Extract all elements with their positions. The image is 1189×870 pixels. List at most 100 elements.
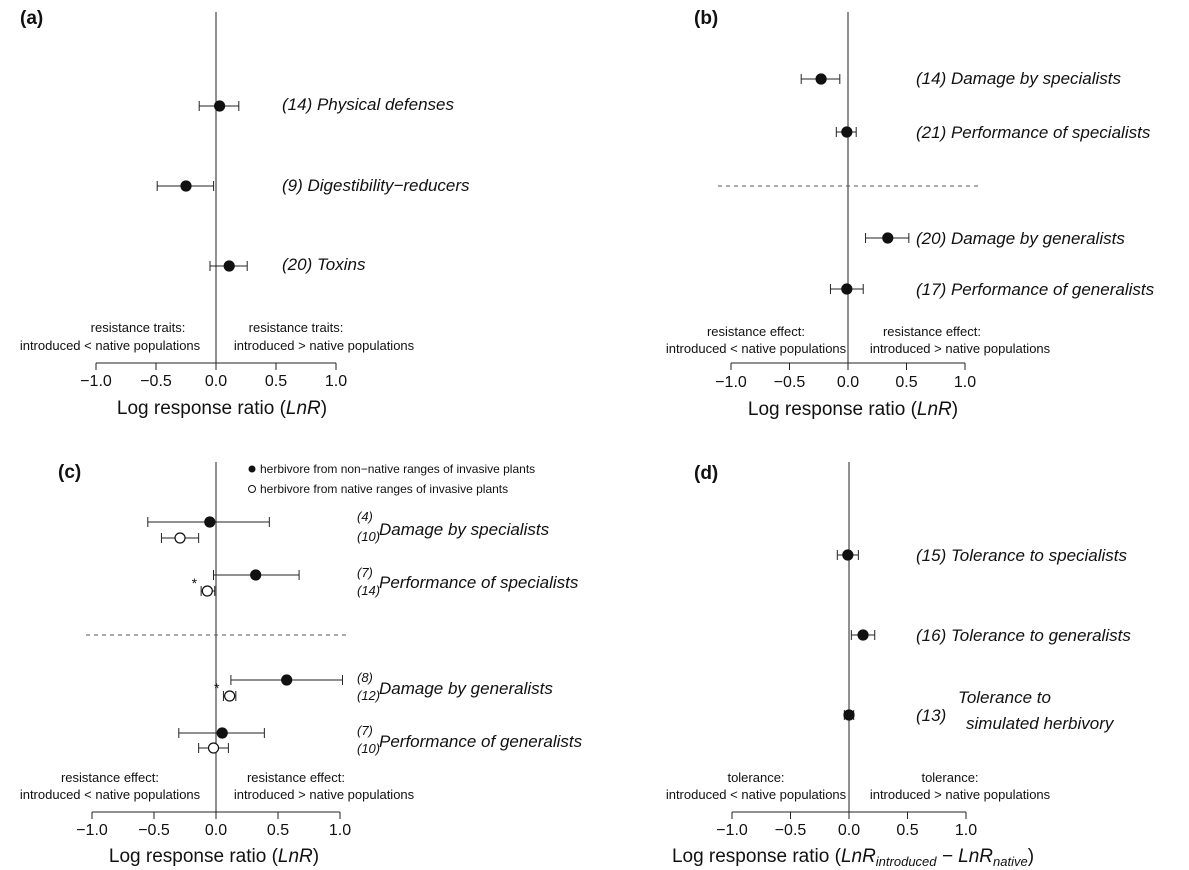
panel-b-x-axis-title: Log response ratio (LnR) xyxy=(748,399,958,420)
panel-c-group-4-nonnative-point xyxy=(216,727,228,739)
panel-c-label-damage-specialists: Damage by specialists xyxy=(379,520,550,539)
panel-b-tick-label-0: −1.0 xyxy=(715,374,747,391)
panel-c-group-2-nonnative-point xyxy=(250,569,262,581)
panel-b: (b) (14) Damage by specialists (21) Perf… xyxy=(666,8,1155,420)
panel-d-tick-label-2: 0.0 xyxy=(838,822,860,839)
panel-c-x-axis: −1.0 −0.5 0.0 0.5 1.0 xyxy=(76,811,351,839)
panel-b-tick-label-4: 1.0 xyxy=(954,374,976,391)
panel-b-label-damage-generalists: (20) Damage by generalists xyxy=(916,229,1125,248)
panel-d-x-axis: −1.0 −0.5 0.0 0.5 1.0 xyxy=(716,811,977,839)
panel-d-tick-label-4: 1.0 xyxy=(955,822,977,839)
panel-d-row-3-point xyxy=(843,709,855,721)
panel-a-label: (a) xyxy=(20,8,43,29)
panel-a-label-toxins: (20) Toxins xyxy=(282,255,366,274)
panel-c-label: (c) xyxy=(58,462,81,483)
panel-b-label-damage-specialists: (14) Damage by specialists xyxy=(916,69,1122,88)
panel-c-legend-open-marker xyxy=(248,485,256,493)
panel-c-tick-label-0: −1.0 xyxy=(76,822,108,839)
panel-a-left-note-line2: introduced < native populations xyxy=(20,338,201,353)
panel-b-row-2-point xyxy=(841,126,853,138)
panel-a-marks xyxy=(156,100,248,272)
panel-c-label-performance-specialists: Performance of specialists xyxy=(379,573,579,592)
panel-c-legend-open-text: herbivore from native ranges of invasive… xyxy=(260,482,508,496)
panel-c-n-filled-1: (4) xyxy=(357,509,373,524)
panel-c-group-3-nonnative-point xyxy=(281,674,293,686)
panel-b-tick-label-2: 0.0 xyxy=(837,374,859,391)
panel-c-tick-label-2: 0.0 xyxy=(205,822,227,839)
panel-d-row-1-point xyxy=(842,549,854,561)
panel-c-left-note-line2: introduced < native populations xyxy=(20,787,201,802)
panel-d-label-n-simulated: (13) xyxy=(916,706,946,725)
panel-c-group-3-native-point xyxy=(224,690,236,702)
panel-a-x-axis: −1.0 −0.5 0.0 0.5 1.0 xyxy=(80,362,347,390)
panel-c-tick-label-1: −0.5 xyxy=(138,822,170,839)
panel-c-right-note-line1: resistance effect: xyxy=(247,770,345,785)
panel-a-label-physical-defenses: (14) Physical defenses xyxy=(282,95,454,114)
panel-b-row-1-point xyxy=(815,73,827,85)
panel-c-n-filled-2: (7) xyxy=(357,565,373,580)
panel-c-label-performance-generalists: Performance of generalists xyxy=(379,732,583,751)
panel-a-row-2-point xyxy=(180,180,192,192)
panel-c-group-4-native-point xyxy=(207,742,220,754)
panel-d-label-simulated-line1: Tolerance to xyxy=(958,688,1051,707)
panel-b-label-performance-specialists: (21) Performance of specialists xyxy=(916,123,1151,142)
panel-d: (d) (15) Tolerance to specialists (16) T… xyxy=(666,462,1131,869)
panel-a-x-axis-title: Log response ratio (LnR) xyxy=(117,398,327,419)
panel-c: (c) herbivore from non−native ranges of … xyxy=(20,462,583,867)
panel-d-label-tolerance-specialists: (15) Tolerance to specialists xyxy=(916,546,1128,565)
panel-b-tick-label-1: −0.5 xyxy=(774,374,806,391)
panel-c-marks: ** xyxy=(147,516,343,754)
panel-d-tick-label-0: −1.0 xyxy=(716,822,748,839)
panel-c-left-note-line1: resistance effect: xyxy=(61,770,159,785)
panel-b-label-performance-generalists: (17) Performance of generalists xyxy=(916,280,1155,299)
panel-d-row-2-point xyxy=(857,629,869,641)
panel-b-row-3-point xyxy=(882,232,894,244)
panel-b-marks xyxy=(800,73,910,295)
panel-b-left-note-line1: resistance effect: xyxy=(707,324,805,339)
panel-c-label-damage-generalists: Damage by generalists xyxy=(379,679,553,698)
panel-b-right-note-line1: resistance effect: xyxy=(883,324,981,339)
panel-c-group-3-significance-star: * xyxy=(214,680,220,696)
panel-a-tick-label-2: 0.0 xyxy=(205,373,227,390)
panel-c-tick-label-4: 1.0 xyxy=(329,822,351,839)
panel-c-n-open-4: (10) xyxy=(357,741,380,756)
panel-d-right-note-line2: introduced > native populations xyxy=(870,787,1051,802)
panel-a-right-note-line1: resistance traits: xyxy=(249,320,344,335)
panel-c-tick-label-3: 0.5 xyxy=(267,822,289,839)
panel-c-group-1-nonnative-point xyxy=(204,516,216,528)
panel-c-legend-filled-text: herbivore from non−native ranges of inva… xyxy=(260,462,535,476)
panel-a-tick-label-1: −0.5 xyxy=(140,373,172,390)
panel-d-left-note-line1: tolerance: xyxy=(727,770,784,785)
panel-a: (a) (14) Physical defenses (9) Digestibi… xyxy=(20,8,470,419)
panel-a-left-note-line1: resistance traits: xyxy=(91,320,186,335)
panel-b-row-4-point xyxy=(841,283,853,295)
panel-b-left-note-line2: introduced < native populations xyxy=(666,341,847,356)
panel-c-n-filled-3: (8) xyxy=(357,670,373,685)
panel-c-legend-filled-marker xyxy=(248,465,256,473)
panel-d-marks xyxy=(836,549,876,721)
panel-a-row-1-point xyxy=(214,100,226,112)
panel-d-label-simulated-line2: simulated herbivory xyxy=(966,714,1115,733)
panel-d-tick-label-1: −0.5 xyxy=(775,822,807,839)
panel-c-n-filled-4: (7) xyxy=(357,723,373,738)
panel-a-tick-label-0: −1.0 xyxy=(80,373,112,390)
panel-c-n-open-1: (10) xyxy=(357,529,380,544)
panel-a-right-note-line2: introduced > native populations xyxy=(234,338,415,353)
panel-c-group-1-native-point xyxy=(174,532,186,544)
panel-d-label-tolerance-generalists: (16) Tolerance to generalists xyxy=(916,626,1131,645)
panel-c-right-note-line2: introduced > native populations xyxy=(234,787,415,802)
panel-a-tick-label-3: 0.5 xyxy=(265,373,287,390)
panel-b-tick-label-3: 0.5 xyxy=(895,374,917,391)
panel-b-right-note-line2: introduced > native populations xyxy=(870,341,1051,356)
panel-c-x-axis-title: Log response ratio (LnR) xyxy=(109,846,319,867)
panel-c-n-open-3: (12) xyxy=(357,688,380,703)
panel-d-label: (d) xyxy=(694,463,718,484)
panel-d-right-note-line1: tolerance: xyxy=(921,770,978,785)
panel-b-label: (b) xyxy=(694,8,718,29)
panel-a-row-3-point xyxy=(223,260,235,272)
panel-c-n-open-2: (14) xyxy=(357,583,380,598)
panel-d-tick-label-3: 0.5 xyxy=(896,822,918,839)
panel-d-left-note-line2: introduced < native populations xyxy=(666,787,847,802)
panel-a-label-digestibility-reducers: (9) Digestibility−reducers xyxy=(282,176,470,195)
